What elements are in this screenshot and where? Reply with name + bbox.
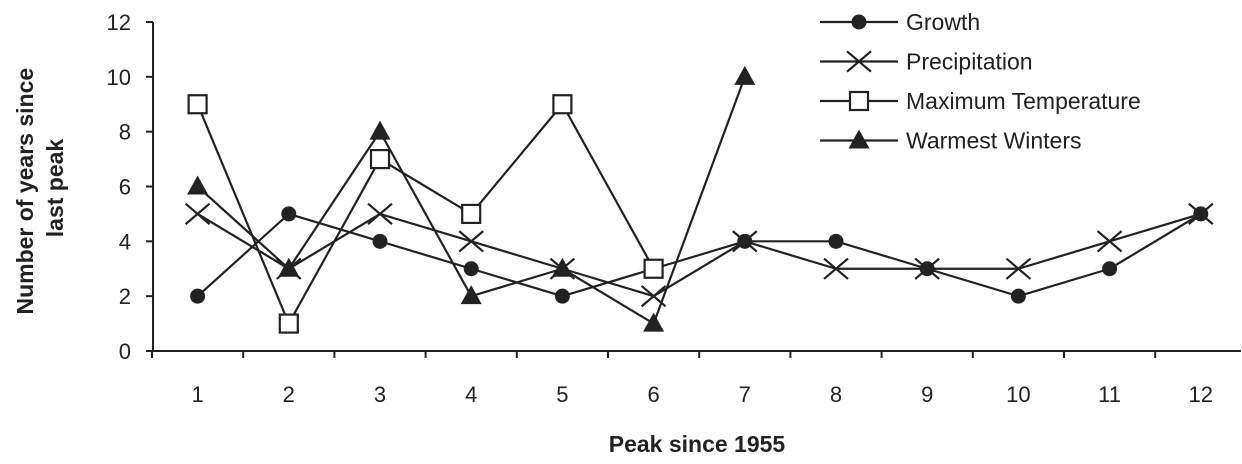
axes xyxy=(152,22,1241,352)
x-tick-label: 6 xyxy=(647,382,659,407)
x-tick-label: 3 xyxy=(374,382,386,407)
data-point-circle xyxy=(190,288,206,304)
data-point-triangle xyxy=(278,257,300,277)
series-line xyxy=(196,103,655,325)
data-point-triangle xyxy=(369,120,391,140)
data-point-x xyxy=(1096,230,1123,253)
data-point-x xyxy=(367,202,393,225)
legend-item: Growth xyxy=(820,9,980,35)
y-tick-label: 8 xyxy=(119,120,131,145)
x-tick-label: 12 xyxy=(1189,382,1213,407)
data-point-circle xyxy=(828,233,844,249)
series-precipitation xyxy=(184,202,1214,308)
data-point-x xyxy=(823,257,849,280)
x-tick-label: 11 xyxy=(1098,382,1121,407)
data-point-square xyxy=(278,313,299,334)
x-tick-label: 8 xyxy=(830,382,842,407)
data-point-circle xyxy=(372,233,388,249)
data-point-triangle xyxy=(187,175,209,195)
data-point-x xyxy=(458,230,484,253)
data-point-x xyxy=(184,202,211,225)
legend-label: Growth xyxy=(906,9,980,35)
x-tick-label: 4 xyxy=(465,382,477,407)
y-axis-title: Number of years since last peak xyxy=(12,61,68,314)
series-warmest-winters xyxy=(187,65,756,332)
data-point-triangle xyxy=(460,285,482,305)
data-point-circle xyxy=(281,206,297,222)
series-lines xyxy=(184,65,1214,334)
data-point-circle xyxy=(463,261,479,277)
legend-label: Maximum Temperature xyxy=(906,88,1141,114)
data-point-square xyxy=(369,148,391,170)
x-tick-label: 2 xyxy=(283,382,295,407)
series-growth xyxy=(190,206,1209,304)
legend-marker-x xyxy=(846,50,872,73)
data-point-x xyxy=(1188,202,1214,225)
x-tick-label: 7 xyxy=(739,382,751,407)
data-point-circle xyxy=(1010,288,1026,304)
series-maximum-temperature xyxy=(187,94,664,334)
x-tick-label: 5 xyxy=(556,382,568,407)
data-point-square xyxy=(461,203,482,225)
legend-item: Precipitation xyxy=(820,49,1033,75)
data-point-circle xyxy=(554,288,570,304)
x-tick-label: 9 xyxy=(921,382,933,407)
y-tick-label: 2 xyxy=(119,284,131,309)
legend-marker-square xyxy=(848,90,870,112)
y-axis-title-line-2: last peak xyxy=(42,139,68,238)
data-point-circle xyxy=(1102,261,1118,277)
data-point-triangle xyxy=(734,65,756,85)
y-axis-title-line-1: Number of years since xyxy=(12,68,38,315)
legend-label: Precipitation xyxy=(906,49,1033,75)
data-point-x xyxy=(1005,257,1032,280)
y-tick-label: 10 xyxy=(107,65,131,90)
legend-item: Maximum Temperature xyxy=(820,88,1141,114)
legend: Growth Precipitation Maximum Temperature Wa… xyxy=(820,9,1141,154)
x-tick-label: 10 xyxy=(1006,382,1030,407)
series-line xyxy=(197,212,1202,298)
y-tick-label: 12 xyxy=(107,10,131,35)
legend-marker-circle xyxy=(851,14,867,30)
y-tick-label: 4 xyxy=(119,229,131,254)
data-point-x xyxy=(732,230,758,253)
data-point-triangle xyxy=(643,312,665,332)
data-point-square xyxy=(643,258,664,279)
data-point-square xyxy=(552,94,573,115)
data-point-square xyxy=(187,94,208,115)
x-ticks: 1 2 3 4 5 6 7 8 9 10 11 12 xyxy=(151,351,1213,407)
legend-item: Warmest Winters xyxy=(820,128,1082,154)
series-line xyxy=(196,212,1202,298)
legend-marker-triangle xyxy=(848,129,870,149)
x-tick-label: 1 xyxy=(191,382,203,407)
legend-label: Warmest Winters xyxy=(906,128,1082,154)
y-tick-label: 6 xyxy=(119,175,131,200)
y-ticks: 0 2 4 6 8 10 12 xyxy=(107,10,153,364)
x-axis-title: Peak since 1955 xyxy=(609,431,786,457)
y-tick-label: 0 xyxy=(119,339,131,364)
data-point-triangle xyxy=(551,257,573,277)
data-point-x xyxy=(914,257,940,280)
